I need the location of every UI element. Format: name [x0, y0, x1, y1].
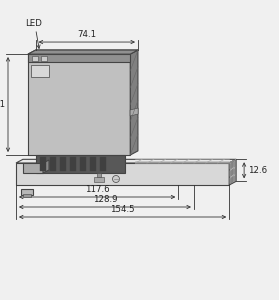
Polygon shape — [23, 194, 31, 197]
Polygon shape — [31, 65, 49, 77]
Polygon shape — [50, 157, 56, 171]
Polygon shape — [70, 157, 76, 171]
Polygon shape — [28, 54, 130, 155]
Polygon shape — [90, 157, 96, 171]
Text: 128.9: 128.9 — [93, 195, 117, 204]
Polygon shape — [28, 54, 130, 62]
Polygon shape — [28, 50, 138, 54]
Text: 117.6: 117.6 — [85, 185, 109, 194]
Polygon shape — [40, 157, 46, 171]
Polygon shape — [36, 155, 125, 173]
Polygon shape — [94, 177, 104, 182]
Polygon shape — [235, 160, 236, 167]
Polygon shape — [80, 157, 86, 171]
Polygon shape — [232, 169, 233, 175]
Polygon shape — [130, 50, 138, 155]
Polygon shape — [16, 163, 229, 185]
Polygon shape — [97, 173, 101, 177]
Polygon shape — [43, 160, 49, 173]
Polygon shape — [28, 50, 138, 54]
Polygon shape — [21, 189, 33, 195]
Polygon shape — [16, 159, 236, 163]
Polygon shape — [41, 56, 47, 61]
Text: 154.5: 154.5 — [110, 205, 135, 214]
Text: 12.6: 12.6 — [248, 166, 267, 175]
Polygon shape — [32, 56, 38, 61]
Polygon shape — [231, 170, 232, 176]
Polygon shape — [235, 175, 236, 181]
Polygon shape — [232, 176, 233, 182]
Polygon shape — [60, 157, 66, 171]
Text: 74.1: 74.1 — [77, 30, 96, 39]
Polygon shape — [231, 177, 232, 183]
Polygon shape — [100, 157, 106, 171]
Polygon shape — [130, 108, 138, 116]
Polygon shape — [231, 163, 232, 169]
Polygon shape — [235, 168, 236, 174]
Polygon shape — [229, 159, 236, 185]
Polygon shape — [232, 162, 233, 168]
Text: 73.1: 73.1 — [0, 100, 5, 109]
Polygon shape — [23, 163, 43, 173]
Circle shape — [112, 176, 119, 182]
Text: LED: LED — [25, 19, 42, 28]
